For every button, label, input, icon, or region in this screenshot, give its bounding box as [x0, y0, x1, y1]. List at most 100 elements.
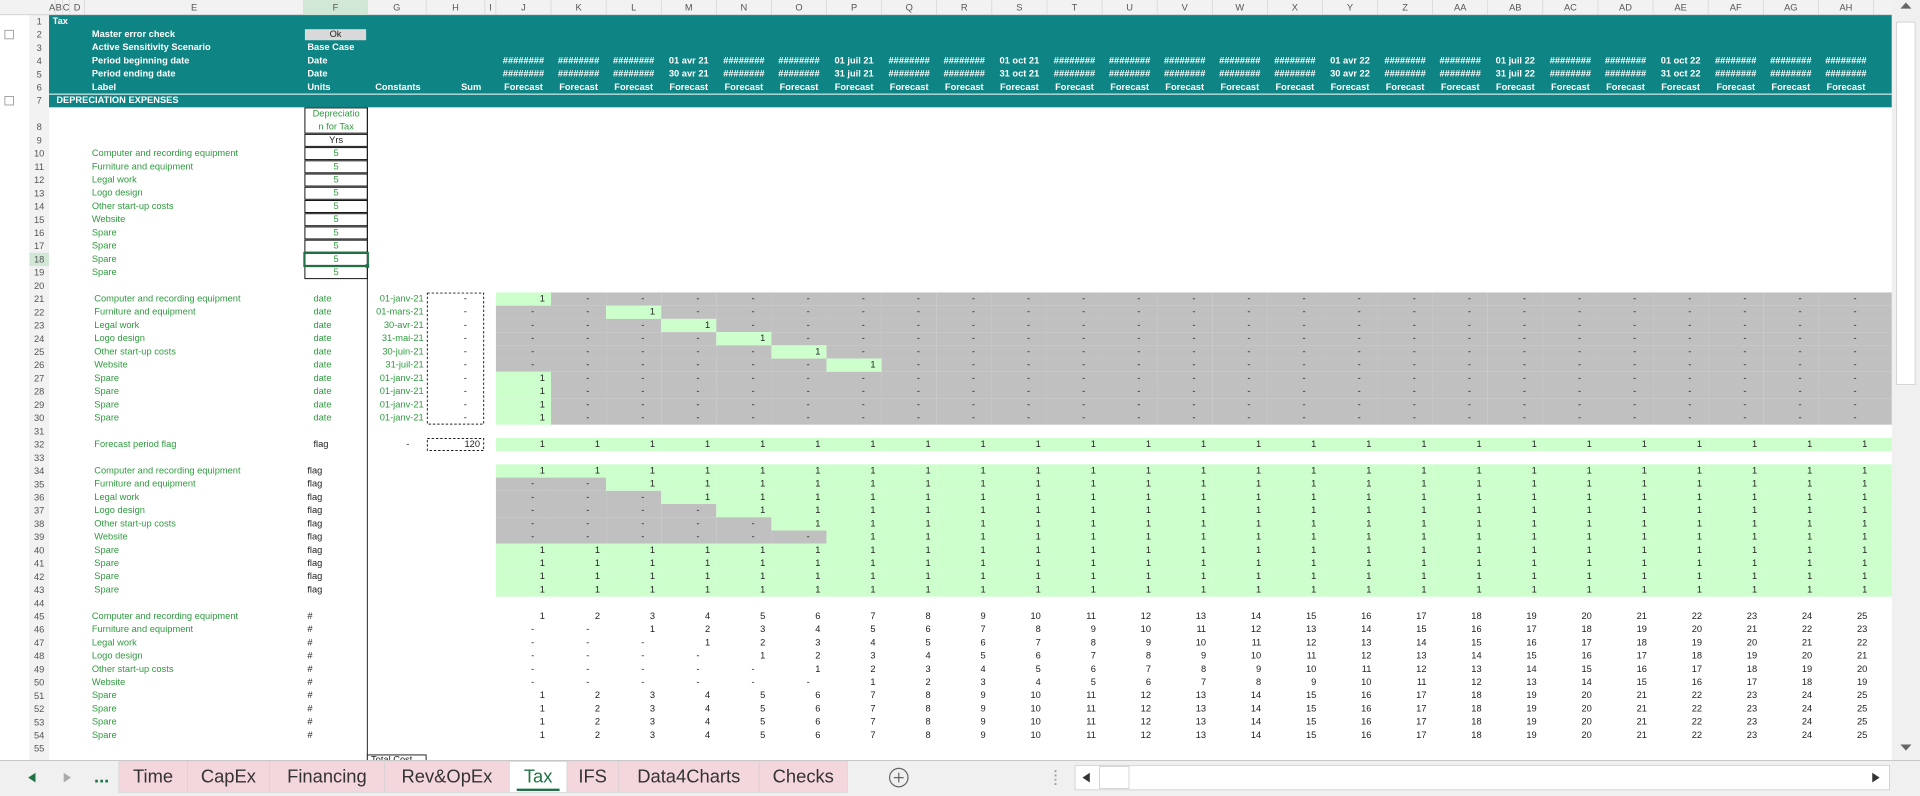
timeline-value: 1	[1862, 492, 1867, 502]
sheet-tab-label[interactable]: Time	[133, 765, 173, 786]
scroll-right[interactable]	[1872, 772, 1880, 783]
row-number: 28	[34, 387, 44, 397]
period-end: ########	[888, 69, 930, 79]
period-end: 31 juil 22	[1496, 69, 1535, 79]
inactive-cell	[606, 411, 662, 425]
period-end: ########	[1164, 69, 1206, 79]
inactive-cell	[1708, 318, 1764, 333]
sheet-tab[interactable]	[618, 761, 760, 793]
active-cell	[1212, 570, 1268, 584]
active-cell	[1157, 583, 1213, 597]
timeline-value: -	[862, 346, 865, 356]
active-cell	[991, 504, 1047, 518]
scroll-up[interactable]	[1900, 2, 1912, 9]
sheet-tab-label[interactable]: Financing	[287, 765, 367, 786]
column-letter: U	[1126, 2, 1133, 12]
sheet-tab[interactable]	[384, 761, 510, 793]
timeline-value: 1	[1421, 439, 1426, 449]
scroll-down[interactable]	[1900, 744, 1912, 751]
inactive-cell	[1542, 292, 1598, 306]
sheet-tab-label[interactable]: IFS	[578, 765, 607, 786]
item-label: Spare	[94, 545, 119, 555]
inactive-cell	[881, 398, 937, 412]
active-cell	[1046, 583, 1103, 597]
active-cell	[1542, 583, 1598, 597]
item-label: Spare	[94, 386, 119, 396]
item-label: Logo design	[94, 333, 145, 343]
sheet-tab[interactable]	[187, 761, 270, 793]
inactive-cell	[1653, 371, 1709, 386]
sheet-tab[interactable]	[566, 761, 619, 793]
timeline-value: 1	[870, 558, 875, 568]
column-header-bar	[0, 0, 1892, 15]
life-value: 5	[334, 241, 339, 251]
column-letter: I	[489, 2, 492, 12]
active-tab[interactable]	[509, 761, 568, 793]
hscroll-thumb[interactable]	[1099, 766, 1130, 789]
sheet-tab-label[interactable]: Rev&OpEx	[402, 765, 493, 786]
timeline-value: 4	[1036, 677, 1041, 687]
inactive-cell	[495, 517, 552, 531]
timeline-value: 17	[1637, 651, 1647, 661]
start-date: 31-mai-21	[382, 333, 424, 343]
inactive-cell	[936, 305, 992, 319]
timeline-value: 1	[1752, 545, 1757, 555]
add-sheet-button[interactable]	[888, 767, 909, 788]
active-cell	[495, 385, 552, 399]
timeline-value: 1	[1201, 545, 1206, 555]
active-cell	[1542, 464, 1598, 478]
tab-overflow[interactable]: ...	[94, 765, 109, 786]
inactive-cell	[1157, 371, 1213, 386]
tab-next[interactable]	[63, 772, 72, 783]
inactive-cell	[1046, 332, 1103, 346]
inactive-cell	[716, 318, 772, 333]
timeline-value: 19	[1526, 730, 1536, 740]
active-cell	[1487, 477, 1543, 491]
timeline-value: 1	[1036, 505, 1041, 515]
active-cell	[661, 477, 717, 491]
row-number: 15	[34, 215, 44, 225]
sheet-tab-label[interactable]: Tax	[524, 765, 553, 786]
sheet-tab-label[interactable]: Checks	[773, 765, 834, 786]
active-cell	[1267, 583, 1323, 597]
active-cell	[1102, 490, 1158, 505]
timeline-value: 7	[1146, 664, 1151, 674]
timeline-value: 6	[815, 611, 820, 621]
inactive-cell	[1818, 332, 1892, 346]
active-cell	[1708, 504, 1764, 518]
timeline-value: 11	[1196, 624, 1206, 634]
sheet-tab[interactable]	[118, 761, 188, 793]
timeline-value: -	[1468, 346, 1471, 356]
scroll-left[interactable]	[1082, 772, 1090, 783]
sheet-tab[interactable]	[758, 761, 848, 793]
active-cell	[1267, 437, 1323, 452]
timeline-value: -	[1027, 386, 1030, 396]
sheet-tab-label[interactable]: Data4Charts	[637, 765, 740, 786]
timeline-value: 1	[1807, 479, 1812, 489]
timeline-value: -	[531, 333, 534, 343]
inactive-cell	[1046, 371, 1103, 386]
tab-prev[interactable]	[28, 772, 36, 783]
active-cell	[771, 477, 827, 491]
timeline-value: -	[1854, 294, 1857, 304]
period-end: ########	[1054, 69, 1096, 79]
active-cell	[1653, 556, 1709, 571]
timeline-value: 1	[981, 584, 986, 594]
scroll-thumb[interactable]	[1896, 21, 1916, 385]
inactive-cell	[551, 305, 607, 319]
period-start: ########	[613, 55, 655, 65]
timeline-value: -	[1192, 307, 1195, 317]
timeline-value: 5	[760, 611, 765, 621]
timeline-value: 11	[1086, 703, 1096, 713]
active-cell	[1487, 556, 1543, 571]
unit-label: flag	[307, 479, 322, 489]
timeline-value: 15	[1526, 651, 1536, 661]
timeline-value: 1	[1862, 518, 1867, 528]
unit-label: flag	[307, 571, 322, 581]
timeline-value: -	[1854, 333, 1857, 343]
sheet-tab-label[interactable]: CapEx	[201, 765, 256, 786]
timeline-value: -	[641, 492, 644, 502]
timeline-value: 4	[925, 651, 930, 661]
unit-label: flag	[307, 545, 322, 555]
